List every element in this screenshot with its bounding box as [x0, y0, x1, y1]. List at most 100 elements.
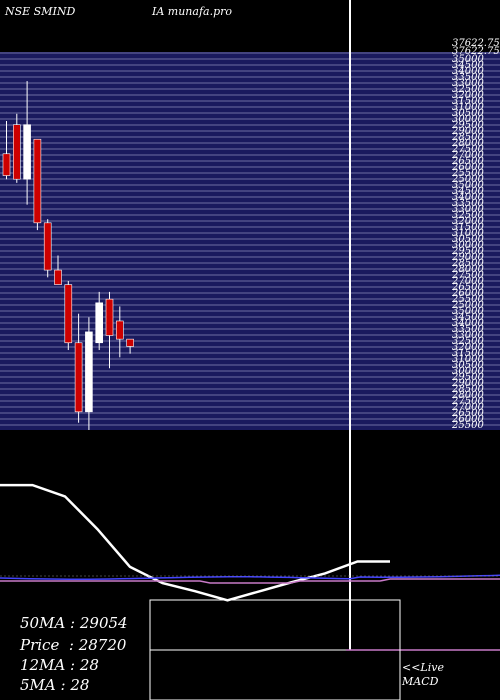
price-tick-label: 33000 [452, 330, 484, 341]
candle [85, 317, 93, 430]
price-tick-label: 26500 [451, 408, 484, 419]
price-tick-label: 31000 [452, 102, 484, 113]
price-tick-label: 31000 [452, 228, 484, 239]
price-tick-label: 33500 [452, 324, 484, 335]
candle [126, 338, 134, 354]
candle-body [33, 138, 42, 224]
price-tick-label: 30000 [452, 366, 484, 377]
indicator-label: 5MA [20, 676, 56, 694]
candle-body [2, 153, 11, 176]
price-tick-label: 28000 [451, 138, 484, 149]
price-tick-label: 32000 [452, 342, 484, 353]
candle [105, 291, 114, 369]
price-tick-label: 27000 [451, 276, 484, 287]
price-tick-label: 32000 [452, 216, 484, 227]
candle-body [116, 320, 124, 340]
candle-body [54, 269, 62, 285]
candle [74, 313, 83, 423]
price-tick-label: 27000 [451, 150, 484, 161]
candle-body [23, 124, 31, 180]
indicator-value: 28 [70, 676, 90, 694]
candle [2, 121, 11, 180]
exchange-symbol-label: NSE SMIND [5, 5, 76, 18]
price-tick-label: 26000 [451, 288, 484, 299]
price-tick-label: 28500 [451, 384, 484, 395]
price-tick-label: 28000 [451, 390, 484, 401]
price-tick-label: 33000 [452, 78, 484, 89]
price-tick-label: 34000 [452, 192, 484, 203]
site-label: IA munafa.pro [152, 5, 232, 18]
candle-body [95, 302, 103, 344]
price-tick-label: 25000 [451, 300, 484, 311]
price-gridlines [0, 52, 500, 426]
candle-body [13, 124, 21, 180]
macd-white-line [0, 483, 390, 602]
candle [23, 81, 31, 205]
price-tick-label: 32000 [452, 90, 484, 101]
price-tick-label: 25000 [451, 174, 484, 185]
indicator-50ma: 50MA : 29054 [20, 614, 128, 632]
price-tick-label: 26500 [451, 282, 484, 293]
candles [2, 81, 134, 430]
indicator-value: 28720 [78, 636, 127, 654]
indicator-label: 12MA [20, 656, 66, 674]
price-axis-labels: 37622.7537622.75350003450034000335003300… [451, 38, 500, 431]
price-tick-label: 31500 [452, 222, 484, 233]
candle [54, 255, 62, 285]
price-tick-label: 37622.75 [452, 46, 500, 57]
price-tick-label: 26500 [451, 156, 484, 167]
price-tick-label: 26000 [451, 162, 484, 173]
candle [95, 291, 103, 351]
macd-panel [0, 483, 500, 602]
price-tick-label: 28500 [451, 258, 484, 269]
price-tick-label: 33000 [452, 204, 484, 215]
price-tick-label: 27500 [451, 396, 484, 407]
candle-body [105, 298, 114, 336]
price-tick-label: 32500 [452, 336, 484, 347]
indicator-value: 28 [79, 656, 99, 674]
price-tick-label: 28500 [451, 132, 484, 143]
price-tick-label: 27000 [451, 402, 484, 413]
price-tick-label: 34000 [452, 66, 484, 77]
candle [43, 219, 52, 278]
candle-body [85, 331, 93, 413]
price-tick-label: 30500 [452, 108, 484, 119]
price-tick-label: 34000 [452, 318, 484, 329]
indicator-label: Price [20, 636, 60, 654]
price-tick-label: 30000 [452, 240, 484, 251]
price-tick-label: 27500 [451, 270, 484, 281]
price-tick-label: 31000 [452, 354, 484, 365]
price-tick-label: 30500 [452, 360, 484, 371]
indicator-price: Price : 28720 [20, 636, 127, 654]
price-tick-label: 25500 [451, 294, 484, 305]
macd-blue-line [0, 574, 500, 580]
price-tick-label: 35000 [452, 180, 484, 191]
price-tick-label: 28000 [451, 264, 484, 275]
price-tick-label: 29000 [451, 126, 484, 137]
price-tick-label: 33500 [452, 198, 484, 209]
indicator-12ma: 12MA : 28 [20, 656, 99, 674]
price-tick-label: 29000 [451, 252, 484, 263]
price-tick-label: 32500 [452, 210, 484, 221]
price-tick-label: 31500 [452, 348, 484, 359]
price-tick-label: 26000 [451, 414, 484, 425]
price-tick-label: 29500 [451, 246, 484, 257]
candle [116, 306, 124, 358]
price-panel [0, 52, 500, 430]
candle [33, 138, 42, 231]
indicator-label: 50MA [20, 614, 66, 632]
price-tick-label: 33500 [452, 72, 484, 83]
price-tick-label: 29500 [451, 372, 484, 383]
macd-label: MACD [402, 675, 439, 688]
price-tick-label: 34500 [452, 312, 484, 323]
price-tick-label: 35000 [452, 54, 484, 65]
live-label: <<Live [402, 661, 444, 674]
candle-body [74, 342, 83, 413]
price-tick-label: 37622.75 [452, 38, 500, 49]
price-tick-label: 25500 [451, 420, 484, 431]
price-tick-label: 34500 [452, 60, 484, 71]
price-tick-label: 32500 [452, 84, 484, 95]
candle [13, 113, 21, 183]
price-tick-label: 27500 [451, 144, 484, 155]
price-tick-label: 30500 [452, 234, 484, 245]
